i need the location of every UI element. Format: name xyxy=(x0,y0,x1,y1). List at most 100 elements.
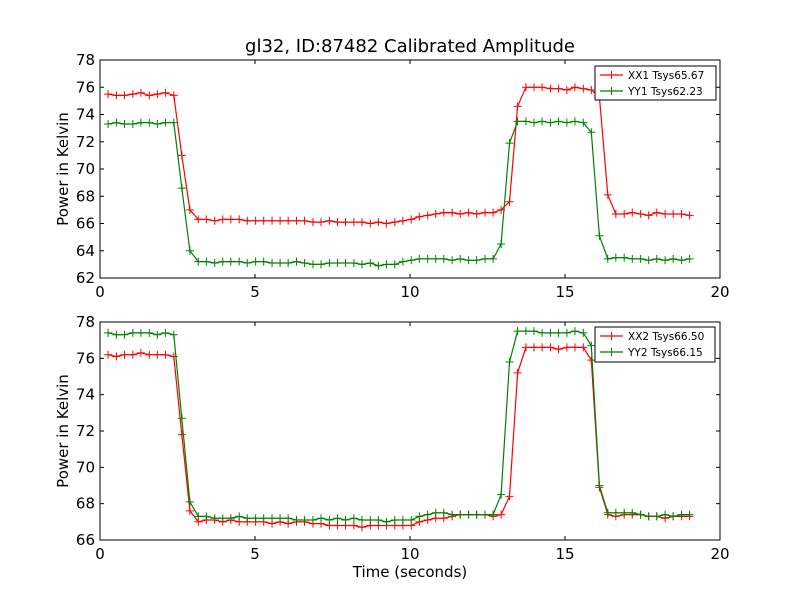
data-point xyxy=(128,90,137,99)
data-point xyxy=(546,328,555,337)
data-point xyxy=(169,118,178,127)
data-point xyxy=(579,343,588,352)
data-point xyxy=(226,215,235,224)
data-point xyxy=(521,117,530,126)
data-point xyxy=(562,328,571,337)
data-point xyxy=(235,512,244,521)
data-point xyxy=(538,343,547,352)
data-point xyxy=(570,83,579,92)
data-point xyxy=(218,514,227,523)
legend-marker xyxy=(607,332,616,340)
data-point xyxy=(677,209,686,218)
data-point xyxy=(194,215,203,224)
data-point xyxy=(145,118,154,127)
x-tick-label: 20 xyxy=(710,283,729,301)
data-point xyxy=(611,209,620,218)
plot-panel-1: 0 5 10 15 20 62 64 66 68 70 72 74 76 78 Power in Kelvi… xyxy=(54,51,730,301)
data-point xyxy=(587,85,596,94)
data-point xyxy=(120,91,129,100)
data-point xyxy=(308,516,317,525)
data-point xyxy=(570,117,579,126)
data-point xyxy=(104,120,113,129)
data-point xyxy=(145,328,154,337)
data-point xyxy=(530,83,538,92)
data-point xyxy=(251,216,260,225)
data-point xyxy=(513,327,522,336)
y-tick-label: 70 xyxy=(76,160,95,178)
data-point xyxy=(218,215,227,224)
data-point xyxy=(530,327,538,336)
data-point xyxy=(145,91,154,100)
legend-entry: YY2 Tsys66.15 xyxy=(600,347,703,359)
data-point xyxy=(603,254,612,263)
data-point xyxy=(636,254,645,263)
data-point xyxy=(218,257,227,266)
legend-entry: XX2 Tsys66.50 xyxy=(600,331,704,343)
data-point xyxy=(300,516,309,525)
data-point xyxy=(464,256,473,265)
data-point xyxy=(407,215,416,224)
data-point xyxy=(300,216,309,225)
data-point xyxy=(153,90,162,99)
legend-entry: XX1 Tsys65.67 xyxy=(600,70,704,82)
data-point xyxy=(112,330,121,339)
y-tick-label: 66 xyxy=(76,531,95,549)
data-point xyxy=(513,368,522,377)
data-point xyxy=(259,514,268,523)
data-point xyxy=(489,208,498,217)
data-point xyxy=(439,254,448,263)
data-point xyxy=(398,257,407,266)
data-point xyxy=(423,211,432,220)
data-point xyxy=(357,218,366,227)
data-point xyxy=(661,510,670,519)
data-point xyxy=(308,218,317,227)
data-point xyxy=(366,516,375,525)
data-point xyxy=(120,330,129,339)
data-point xyxy=(153,120,162,129)
data-point xyxy=(374,261,383,270)
data-point xyxy=(439,208,448,217)
data-point xyxy=(341,259,350,268)
data-point xyxy=(390,516,399,525)
data-point xyxy=(546,84,555,93)
data-point xyxy=(317,514,326,523)
legend-marker xyxy=(607,87,616,95)
x-tick-label: 5 xyxy=(250,545,260,563)
x-tick-label: 0 xyxy=(95,283,105,301)
data-point xyxy=(136,88,145,97)
data-point xyxy=(636,510,645,519)
data-point xyxy=(112,91,121,100)
data-point xyxy=(202,215,211,224)
data-point xyxy=(611,508,620,517)
y-tick-label: 78 xyxy=(76,51,95,69)
data-point xyxy=(677,510,686,519)
data-point xyxy=(357,260,366,269)
data-point xyxy=(317,260,326,269)
data-point xyxy=(685,211,694,220)
data-point xyxy=(333,218,342,227)
data-point xyxy=(628,208,637,217)
data-point xyxy=(349,259,358,268)
data-point xyxy=(677,256,686,265)
data-point xyxy=(661,256,670,265)
data-point xyxy=(185,246,194,255)
data-point xyxy=(505,492,514,501)
data-point xyxy=(341,218,350,227)
data-point xyxy=(423,510,432,519)
data-point xyxy=(439,508,448,517)
legend-label: XX1 Tsys65.67 xyxy=(628,70,704,82)
data-point xyxy=(104,90,113,99)
data-point xyxy=(562,118,571,127)
data-point xyxy=(546,343,555,352)
y-tick-label: 66 xyxy=(76,215,95,233)
data-point xyxy=(620,209,629,218)
y-tick-label: 78 xyxy=(76,313,95,331)
data-point xyxy=(538,328,547,337)
data-point xyxy=(120,350,129,359)
data-point xyxy=(456,254,465,263)
data-point xyxy=(136,118,145,127)
data-point xyxy=(276,216,285,225)
data-point xyxy=(268,514,277,523)
data-point xyxy=(333,521,342,530)
